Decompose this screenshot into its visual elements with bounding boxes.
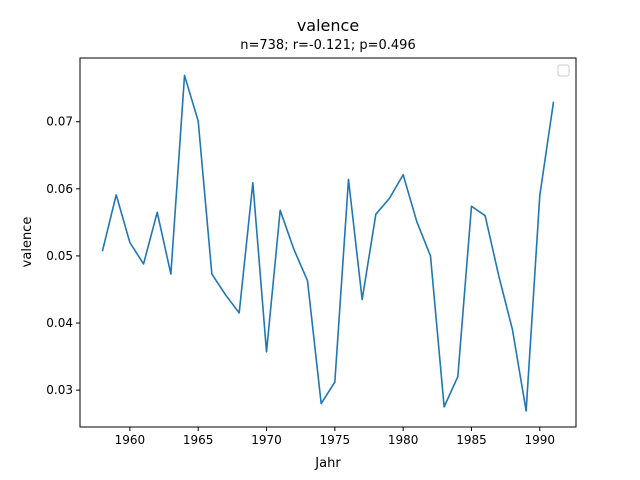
x-tick-label: 1975 [320,433,351,447]
y-axis-label: valence [20,217,35,268]
legend-box [557,64,570,77]
y-tick-label: 0.06 [46,182,73,196]
y-tick-label: 0.07 [46,115,73,129]
x-tick-label: 1960 [115,433,146,447]
chart-subtitle: n=738; r=-0.121; p=0.496 [240,38,415,53]
x-tick-label: 1985 [456,433,487,447]
series-line [101,74,555,412]
axis-ticks: 1960 1965 1970 1975 1980 1985 1990 0.03 0.04 0.05… [46,115,555,447]
y-tick-label: 0.03 [46,383,73,397]
x-tick-label: 1990 [525,433,556,447]
chart-title: valence [297,16,359,35]
x-tick-label: 1970 [251,433,282,447]
x-axis-label: Jahr [314,456,341,471]
y-tick-label: 0.05 [46,249,73,263]
plot-lines [101,74,555,412]
y-tick-label: 0.04 [46,316,73,330]
x-tick-label: 1965 [183,433,214,447]
plot-area-frame [79,57,577,428]
x-tick-label: 1980 [388,433,419,447]
